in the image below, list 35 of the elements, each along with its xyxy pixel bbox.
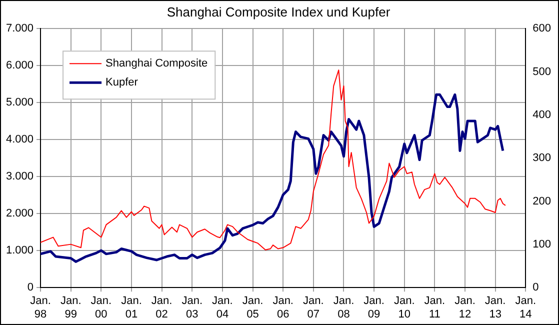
x-tick-label: Jan. 11: [424, 295, 446, 320]
x-tick-label: Jan. 01: [121, 295, 142, 320]
x-tick-label: Jan. 12: [454, 295, 476, 320]
y-tick-label: 7.000: [6, 22, 34, 35]
y-tick-label: 1.000: [6, 244, 34, 257]
y2-tick-label: 100: [532, 238, 552, 250]
x-tick-label: Jan. 99: [60, 295, 82, 320]
chart-title: Shanghai Composite Index und Kupfer: [166, 4, 391, 20]
x-tick-label: Jan. 03: [182, 295, 203, 320]
y2-tick-label: 400: [532, 108, 552, 121]
y-tick-label: 3.000: [6, 170, 34, 183]
x-tick-label: Jan. 09: [364, 295, 384, 320]
y2-tick-label: 300: [532, 152, 552, 164]
legend-label: Kupfer: [106, 76, 138, 89]
x-tick-label: Jan. 07: [303, 295, 324, 320]
x-tick-label: Jan. 06: [272, 295, 294, 320]
x-tick-label: Jan. 08: [333, 295, 354, 320]
x-tick-label: Jan. 10: [394, 295, 415, 320]
legend-label: Shanghai Composite: [106, 58, 208, 70]
x-tick-label: Jan. 00: [90, 295, 112, 320]
x-tick-label: Jan. 02: [151, 295, 172, 320]
x-tick-label: Jan. 04: [212, 295, 233, 320]
x-tick-label: Jan. 13: [484, 295, 506, 320]
y2-tick-label: 500: [532, 66, 552, 78]
x-tick-label: Jan. 05: [242, 295, 264, 320]
y2-tick-label: 0: [532, 282, 539, 294]
y-tick-label: 2.000: [6, 208, 34, 220]
y2-tick-label: 600: [532, 22, 552, 35]
y-tick-label: 6.000: [6, 60, 34, 72]
y-tick-label: 4.000: [6, 134, 34, 146]
y-tick-label: 0: [27, 282, 34, 294]
x-tick-label: Jan. 14: [515, 295, 536, 320]
y-tick-label: 5.000: [6, 96, 34, 109]
y2-tick-label: 200: [532, 195, 552, 208]
x-tick-label: Jan. 98: [30, 295, 51, 320]
